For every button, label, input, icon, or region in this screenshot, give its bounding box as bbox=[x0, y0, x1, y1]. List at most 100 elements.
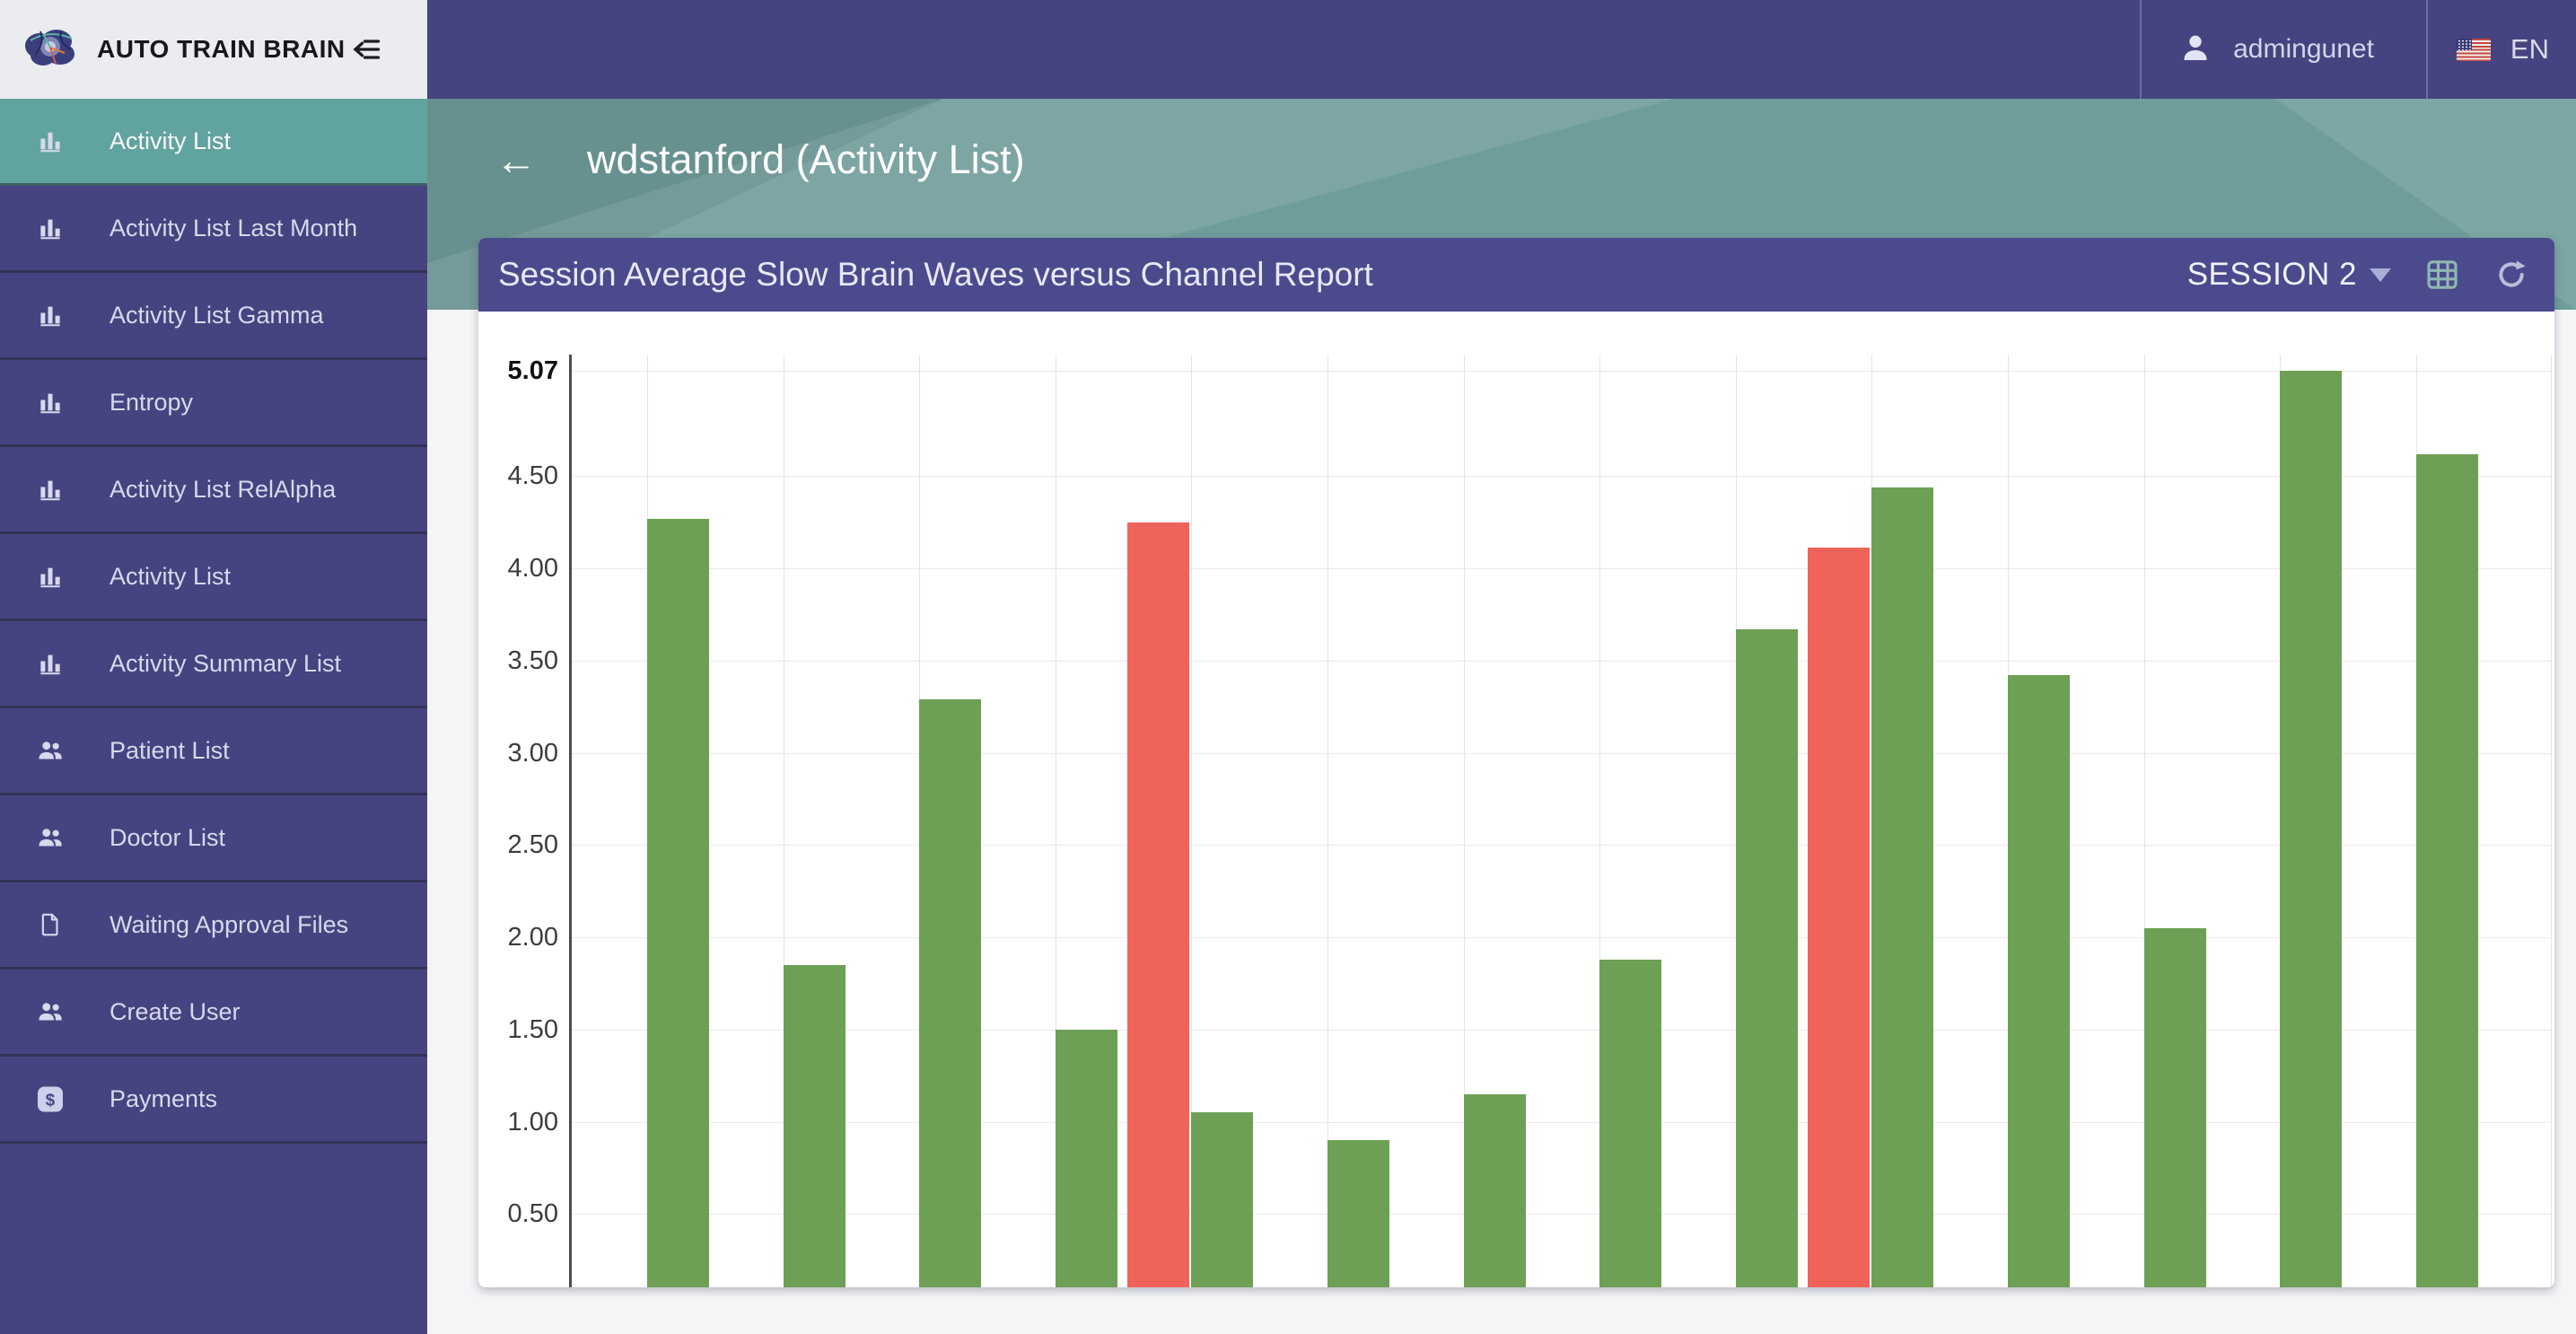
bar-session-average-ch6 bbox=[1327, 1140, 1389, 1287]
h-gridline bbox=[572, 845, 2552, 847]
sidebar-item-label: Activity List RelAlpha bbox=[110, 475, 337, 503]
sidebar-item-label: Activity Summary List bbox=[110, 649, 342, 677]
sidebar-item-activity-list-relalpha-4[interactable]: Activity List RelAlpha bbox=[0, 447, 427, 534]
sidebar: AUTO TRAIN BRAIN Activity List Activity … bbox=[0, 0, 427, 1334]
chart-bar-icon bbox=[36, 475, 65, 504]
sidebar-menu: Activity List Activity List Last Month A… bbox=[0, 99, 427, 1144]
sidebar-item-label: Activity List bbox=[110, 562, 232, 590]
bar-session-average-ch2 bbox=[783, 964, 846, 1287]
bar-session-average-ch4 bbox=[1055, 1029, 1117, 1287]
dollar-icon: $ bbox=[36, 1084, 65, 1113]
sidebar-item-label: Create User bbox=[110, 997, 241, 1025]
h-gridline bbox=[572, 1121, 2552, 1123]
h-gridline bbox=[572, 371, 2552, 373]
bar-session-average-ch12 bbox=[2143, 927, 2206, 1287]
sidebar-item-activity-list-gamma-2[interactable]: Activity List Gamma bbox=[0, 273, 427, 360]
person-icon bbox=[2177, 30, 2213, 70]
y-axis-tick-label: 1.00 bbox=[507, 1107, 558, 1137]
chart-bar-icon bbox=[36, 562, 65, 591]
bar-session-average-ch9 bbox=[1735, 628, 1798, 1287]
bar-session-average-ch5 bbox=[1191, 1112, 1254, 1287]
h-gridline bbox=[572, 476, 2552, 478]
sidebar-item-label: Activity List Last Month bbox=[110, 214, 358, 241]
table-view-button[interactable] bbox=[2423, 257, 2461, 293]
h-gridline bbox=[572, 937, 2552, 938]
bar-session-average-ch14 bbox=[2415, 453, 2478, 1287]
y-axis-tick-label: 4.50 bbox=[507, 461, 558, 491]
report-card-header: Session Average Slow Brain Waves versus … bbox=[478, 238, 2554, 312]
refresh-icon bbox=[2499, 260, 2526, 287]
chart-bar-icon bbox=[36, 301, 65, 329]
sidebar-item-payments-11[interactable]: $ Payments bbox=[0, 1057, 427, 1144]
sidebar-item-doctor-list-8[interactable]: Doctor List bbox=[0, 795, 427, 882]
people-icon bbox=[36, 736, 65, 765]
bar-session-average-ch13 bbox=[2280, 371, 2343, 1287]
sidebar-item-entropy-3[interactable]: Entropy bbox=[0, 360, 427, 447]
y-axis-tick-label: 2.50 bbox=[507, 830, 558, 860]
people-icon bbox=[36, 997, 65, 1026]
sidebar-item-activity-list-5[interactable]: Activity List bbox=[0, 534, 427, 621]
sidebar-collapse-icon[interactable] bbox=[350, 33, 382, 66]
h-gridline bbox=[572, 752, 2552, 754]
language-label: EN bbox=[2510, 33, 2549, 65]
h-gridline bbox=[572, 568, 2552, 569]
language-selector[interactable]: EN bbox=[2428, 0, 2576, 99]
v-gridline bbox=[1191, 355, 1193, 1287]
page-title: wdstanford (Activity List) bbox=[587, 136, 1025, 182]
sidebar-item-label: Activity List bbox=[110, 127, 232, 154]
topbar-divider bbox=[2425, 0, 2428, 99]
sidebar-item-activity-list-0[interactable]: Activity List bbox=[0, 99, 427, 186]
brand-text: AUTO TRAIN BRAIN bbox=[97, 35, 346, 63]
us-flag-icon bbox=[2456, 38, 2491, 61]
v-gridline bbox=[1327, 355, 1328, 1287]
v-gridline bbox=[2551, 355, 2552, 1287]
people-icon bbox=[36, 823, 65, 852]
refresh-button[interactable] bbox=[2493, 257, 2529, 293]
sidebar-item-label: Activity List Gamma bbox=[110, 301, 324, 329]
sidebar-item-activity-summary-list-6[interactable]: Activity Summary List bbox=[0, 621, 427, 708]
username-label: admingunet bbox=[2233, 34, 2374, 64]
sidebar-item-label: Entropy bbox=[110, 388, 194, 416]
v-gridline bbox=[1463, 355, 1465, 1287]
back-button[interactable]: ← bbox=[495, 136, 537, 183]
sidebar-item-label: Payments bbox=[110, 1084, 218, 1112]
chart-bar-icon bbox=[36, 388, 65, 417]
y-axis-tick-label: 4.00 bbox=[507, 554, 558, 583]
h-gridline bbox=[572, 1029, 2552, 1031]
session-dropdown[interactable]: SESSION 2 bbox=[2187, 257, 2391, 293]
y-axis-tick-label: 2.00 bbox=[507, 923, 558, 952]
user-menu[interactable]: admingunet bbox=[2142, 0, 2426, 99]
sidebar-item-label: Patient List bbox=[110, 736, 230, 764]
chart-bar-icon bbox=[36, 649, 65, 678]
bar-session-average-ch11 bbox=[2008, 675, 2070, 1287]
sidebar-item-create-user-10[interactable]: Create User bbox=[0, 970, 427, 1057]
sidebar-item-activity-list-last-month-1[interactable]: Activity List Last Month bbox=[0, 186, 427, 273]
chart-bar-icon bbox=[36, 127, 65, 155]
bar-highlighted-session-ch10 bbox=[1808, 548, 1871, 1287]
bar-highlighted-session-ch5 bbox=[1127, 522, 1190, 1287]
v-gridline bbox=[2143, 355, 2145, 1287]
file-icon bbox=[36, 910, 65, 939]
bar-session-average-ch10 bbox=[1871, 487, 1934, 1287]
bar-session-average-ch8 bbox=[1599, 959, 1662, 1287]
bar-session-average-ch1 bbox=[647, 518, 709, 1287]
report-card: Session Average Slow Brain Waves versus … bbox=[478, 238, 2554, 1287]
sidebar-item-label: Waiting Approval Files bbox=[110, 910, 349, 938]
chart-bar-icon bbox=[36, 214, 65, 242]
y-axis-tick-label: 1.50 bbox=[507, 1014, 558, 1044]
y-axis-tick-label: 3.50 bbox=[507, 645, 558, 675]
sidebar-item-waiting-approval-files-9[interactable]: Waiting Approval Files bbox=[0, 882, 427, 970]
brain-logo-icon bbox=[23, 27, 79, 73]
chart-plot-area bbox=[569, 355, 2552, 1287]
y-axis-tick-label: 3.00 bbox=[507, 738, 558, 768]
table-grid-icon bbox=[2427, 260, 2458, 289]
h-gridline bbox=[572, 1214, 2552, 1216]
bar-session-average-ch7 bbox=[1463, 1093, 1526, 1287]
topbar-divider bbox=[2140, 0, 2142, 99]
sidebar-item-label: Doctor List bbox=[110, 823, 226, 851]
report-title: Session Average Slow Brain Waves versus … bbox=[498, 256, 1373, 293]
sidebar-item-patient-list-7[interactable]: Patient List bbox=[0, 708, 427, 795]
chevron-down-icon bbox=[2370, 268, 2391, 282]
y-axis-tick-label: 0.50 bbox=[507, 1199, 558, 1229]
logo-row: AUTO TRAIN BRAIN bbox=[0, 0, 427, 99]
